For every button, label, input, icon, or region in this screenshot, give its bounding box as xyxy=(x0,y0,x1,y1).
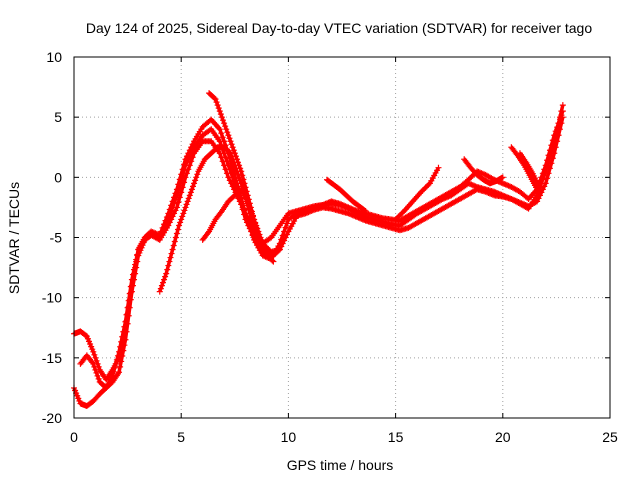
x-axis-label: GPS time / hours xyxy=(287,457,394,473)
series-track-3 xyxy=(77,114,566,391)
series-track-10 xyxy=(508,144,541,193)
x-tick-label: 15 xyxy=(388,429,404,445)
y-tick-label: -5 xyxy=(50,230,63,246)
grid-layer xyxy=(74,57,610,418)
chart-title: Day 124 of 2025, Sidereal Day-to-day VTE… xyxy=(86,20,593,36)
series-track-6 xyxy=(206,90,277,265)
series-track-11 xyxy=(516,150,543,190)
x-tick-label: 5 xyxy=(177,429,185,445)
series-track-1 xyxy=(71,102,566,409)
x-tick-label: 0 xyxy=(70,429,78,445)
y-tick-label: -10 xyxy=(42,290,62,306)
series-markers xyxy=(323,176,369,215)
x-tick-label: 20 xyxy=(495,429,511,445)
data-layer xyxy=(71,90,566,409)
series-markers xyxy=(206,90,277,265)
tick-layer: 0 5 10 15 20 25 -20 -15 -10 -5 0 5 10 xyxy=(42,49,618,445)
series-line xyxy=(72,104,565,408)
y-tick-label: -20 xyxy=(42,410,62,426)
x-tick-label: 10 xyxy=(281,429,297,445)
series-markers xyxy=(516,150,543,190)
y-axis-label: SDTVAR / TECUs xyxy=(6,182,22,294)
x-tick-label: 25 xyxy=(602,429,618,445)
y-tick-label: 5 xyxy=(54,109,62,125)
series-markers xyxy=(508,144,541,193)
series-track-8 xyxy=(392,164,442,223)
series-markers xyxy=(461,156,506,187)
y-tick-label: -15 xyxy=(42,350,62,366)
series-markers xyxy=(77,114,566,391)
y-tick-label: 0 xyxy=(54,169,62,185)
series-markers xyxy=(392,164,442,223)
y-tick-label: 10 xyxy=(46,49,62,65)
series-markers xyxy=(71,102,566,409)
series-track-7 xyxy=(323,176,369,215)
series-line xyxy=(73,110,565,382)
series-track-9 xyxy=(461,156,506,187)
series-line xyxy=(79,116,565,390)
